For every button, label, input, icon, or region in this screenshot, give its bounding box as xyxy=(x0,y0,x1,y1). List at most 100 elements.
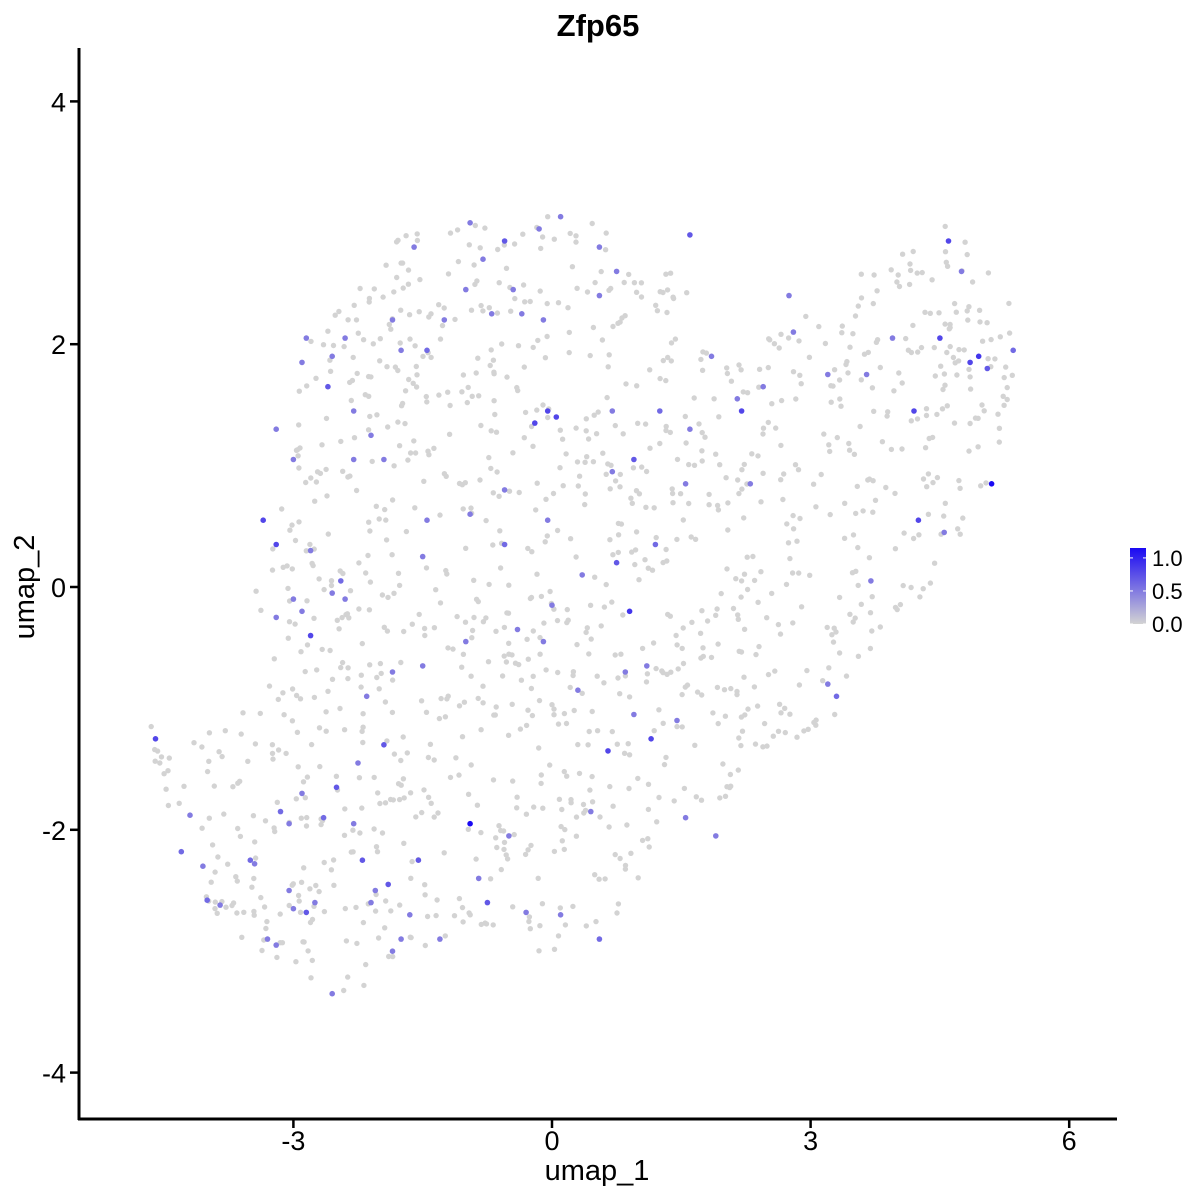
expressing-cell-point xyxy=(682,481,689,487)
cell-point xyxy=(312,498,318,504)
cell-point xyxy=(615,675,621,681)
cell-point xyxy=(626,785,632,792)
cell-point xyxy=(843,673,850,679)
expressing-cell-point xyxy=(510,286,516,293)
cell-point xyxy=(379,830,386,836)
cell-point xyxy=(343,938,350,944)
cell-point xyxy=(313,882,319,889)
cell-point xyxy=(984,320,990,326)
cell-point xyxy=(668,340,675,346)
cell-point xyxy=(447,230,454,236)
cell-point xyxy=(524,636,530,642)
cell-point xyxy=(271,656,277,662)
cell-point xyxy=(401,628,407,635)
cell-point xyxy=(885,409,891,415)
cell-point xyxy=(341,343,347,350)
cell-point xyxy=(956,346,962,353)
cell-point xyxy=(336,626,342,632)
expressing-cell-point xyxy=(833,693,840,700)
cell-point xyxy=(752,741,759,747)
cell-point xyxy=(338,438,344,445)
cell-point xyxy=(529,549,535,555)
cell-point xyxy=(842,500,848,506)
expressing-cell-point xyxy=(553,414,560,420)
cell-point xyxy=(360,919,367,926)
cell-point xyxy=(708,654,715,661)
cell-point xyxy=(325,531,331,537)
cell-point xyxy=(501,839,508,846)
cell-point xyxy=(520,231,526,237)
cell-point xyxy=(764,615,770,621)
cell-point xyxy=(736,490,742,497)
cell-point xyxy=(686,461,692,468)
cell-point xyxy=(644,671,651,677)
expressing-cell-point xyxy=(911,408,917,414)
cell-point xyxy=(645,565,651,571)
cell-point xyxy=(670,294,676,300)
cell-point xyxy=(298,879,305,885)
cell-point xyxy=(847,344,853,350)
cell-point xyxy=(488,347,494,353)
cell-point xyxy=(480,683,486,689)
cell-point xyxy=(607,486,613,492)
cell-point xyxy=(498,827,504,834)
plot-title: Zfp65 xyxy=(557,8,640,43)
cell-point xyxy=(480,619,487,625)
cell-point xyxy=(583,428,589,434)
cell-point xyxy=(725,527,731,533)
cell-point xyxy=(389,497,396,503)
cell-point xyxy=(668,358,674,364)
cell-point xyxy=(339,614,345,621)
cell-point xyxy=(261,904,268,910)
cell-point xyxy=(854,483,860,490)
cell-point xyxy=(760,744,766,750)
cell-point xyxy=(992,356,998,362)
cell-point xyxy=(622,862,629,869)
cell-point xyxy=(571,707,577,714)
cell-point xyxy=(230,784,236,790)
cell-point xyxy=(222,728,228,734)
cell-point xyxy=(277,940,283,946)
cell-point xyxy=(874,288,880,294)
cell-point xyxy=(445,271,452,277)
expressing-cell-point xyxy=(338,578,344,584)
cell-point xyxy=(545,214,551,220)
cell-point xyxy=(903,335,909,342)
cell-point xyxy=(694,689,701,695)
cell-point xyxy=(907,261,913,267)
cell-point xyxy=(624,822,630,828)
cell-point xyxy=(744,390,751,396)
cell-point xyxy=(714,684,721,691)
cell-point xyxy=(582,807,589,814)
cell-point xyxy=(609,728,615,735)
cell-point xyxy=(367,528,373,534)
cell-point xyxy=(544,300,550,307)
cell-point xyxy=(497,565,504,571)
cell-point xyxy=(651,728,657,734)
cell-point xyxy=(237,833,244,840)
cell-point xyxy=(388,326,394,332)
cell-point xyxy=(756,366,763,372)
cell-point xyxy=(964,251,970,258)
cell-point xyxy=(555,669,561,676)
cell-point xyxy=(867,645,874,652)
cell-point xyxy=(920,586,926,592)
cell-point xyxy=(496,493,502,499)
cell-point xyxy=(728,783,734,789)
cell-point xyxy=(603,471,609,477)
cell-point xyxy=(927,310,933,316)
cell-point xyxy=(533,507,539,513)
cell-point xyxy=(503,852,509,858)
cell-point xyxy=(715,720,721,727)
cell-point xyxy=(371,286,377,292)
cell-point xyxy=(692,742,698,748)
cell-point xyxy=(308,475,314,481)
cell-point xyxy=(536,745,542,751)
cell-point xyxy=(434,897,440,903)
cell-point xyxy=(845,370,851,376)
cell-point xyxy=(258,607,264,613)
cell-point xyxy=(181,783,187,789)
cell-point xyxy=(538,780,544,787)
cell-point xyxy=(551,236,557,242)
cell-point xyxy=(357,285,363,292)
